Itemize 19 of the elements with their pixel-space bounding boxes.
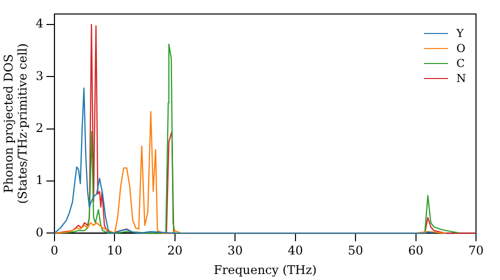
x-tick-label: 70 [468,244,484,258]
x-axis-title: Frequency (THz) [214,262,317,277]
x-tick-label: 60 [408,244,424,258]
y-axis-title: Phonon projected DOS (States/THz·primitive cell) [1,43,30,204]
y-tick-label: 3 [36,68,44,83]
x-tick-label: 20 [167,244,183,258]
legend-label: N [456,71,466,86]
y-tick-label: 2 [36,120,44,135]
legend-label: C [456,56,465,71]
y-tick-label: 1 [36,173,44,188]
x-tick-label: 50 [348,244,364,258]
y-tick-label: 0 [36,225,44,240]
y-tick-label: 4 [36,16,44,31]
legend-label: O [456,41,466,56]
x-tick-label: 40 [288,244,303,258]
x-tick-label: 10 [107,244,122,258]
x-tick-label: 30 [227,244,243,258]
x-tick-label: 0 [50,244,58,258]
legend-label: Y [456,26,464,41]
